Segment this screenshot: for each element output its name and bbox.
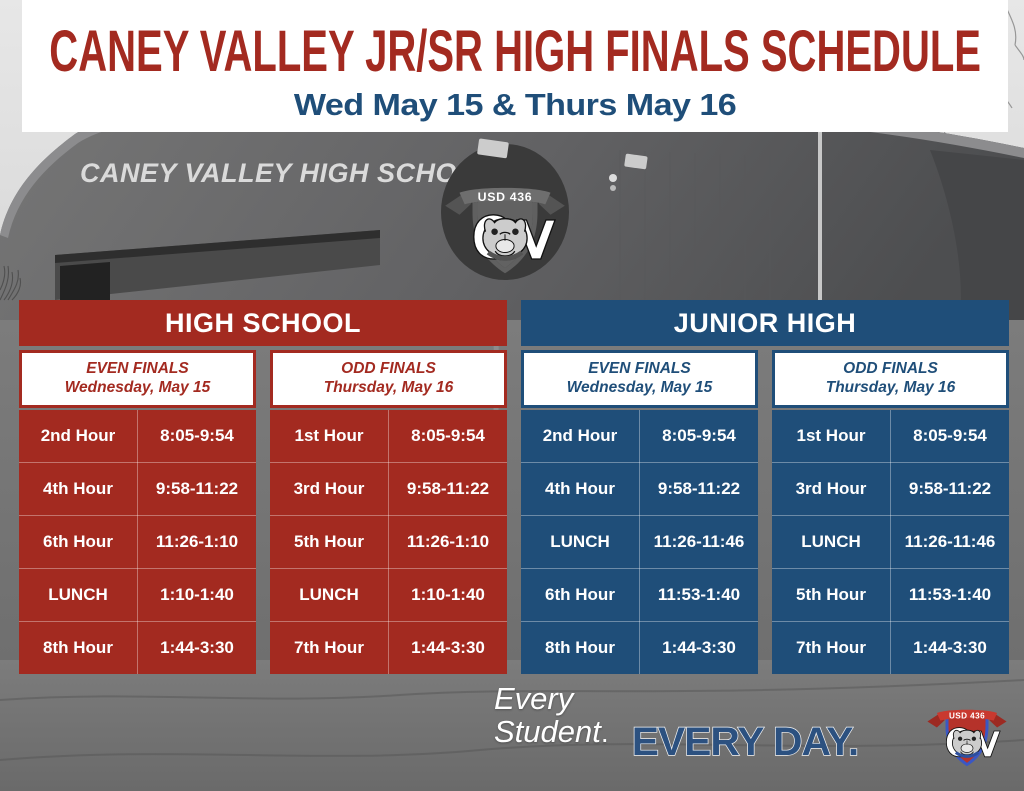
- svg-text:CANEY VALLEY HIGH SCHOOL: CANEY VALLEY HIGH SCHOOL: [80, 158, 496, 188]
